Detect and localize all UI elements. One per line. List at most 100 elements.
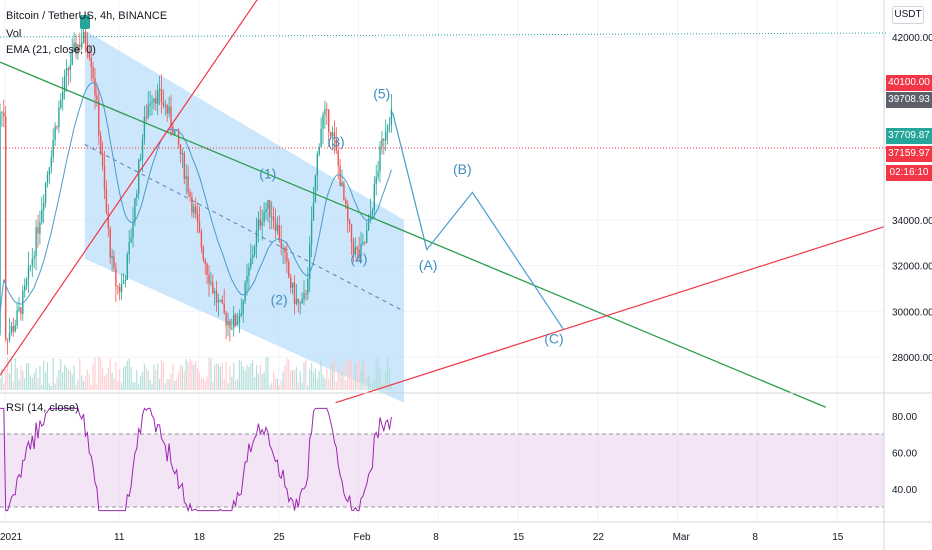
candle-body — [176, 130, 178, 132]
volume-bar — [187, 362, 189, 390]
currency-button[interactable]: USDT — [892, 6, 924, 24]
candle-body — [320, 128, 322, 147]
volume-bar — [102, 368, 104, 390]
candle-body — [14, 325, 16, 332]
volume-bar — [210, 358, 212, 390]
candle-body — [16, 310, 18, 326]
flag-marker[interactable] — [80, 15, 90, 29]
volume-bar — [79, 358, 81, 390]
candle-body — [18, 307, 20, 311]
price-badge-ref: 37159.97 — [886, 146, 932, 162]
candle-body — [5, 116, 7, 340]
volume-bar — [159, 379, 161, 390]
candle-body — [134, 197, 136, 223]
red-trendline-steep[interactable] — [0, 0, 279, 376]
volume-bar — [312, 372, 315, 390]
volume-bar — [7, 356, 9, 390]
ema-legend[interactable]: EMA (21, close, 0) — [6, 44, 96, 56]
volume-bar — [168, 378, 170, 390]
volume-bar — [276, 378, 278, 390]
time-tick-label: 15 — [513, 532, 525, 543]
candle-body — [214, 291, 216, 294]
volume-bar — [189, 358, 191, 390]
candle-body — [333, 132, 336, 140]
candle-body — [122, 280, 125, 285]
volume-bar — [229, 365, 231, 390]
volume-bar — [170, 374, 172, 390]
candle-body — [155, 98, 157, 104]
volume-bar — [267, 356, 269, 390]
candle-body — [234, 314, 237, 326]
volume-bar — [373, 379, 375, 390]
candle-body — [217, 300, 220, 303]
volume-bar — [387, 358, 389, 390]
volume-bar — [157, 363, 159, 390]
volume-bar — [307, 385, 309, 390]
volume-bar — [20, 365, 22, 390]
candle-body — [385, 131, 387, 141]
candle-body — [307, 279, 309, 295]
rsi-legend[interactable]: RSI (14, close) — [6, 402, 79, 414]
wave-label: (4) — [350, 250, 367, 266]
candle-body — [183, 153, 185, 179]
volume-legend[interactable]: Vol — [6, 28, 22, 40]
candle-body — [92, 67, 94, 79]
candle-body — [138, 159, 140, 194]
time-tick-label: 2021 — [0, 532, 23, 543]
volume-bar — [227, 383, 229, 390]
volume-bar — [290, 370, 292, 390]
candle-body — [341, 182, 343, 187]
volume-bar — [54, 383, 56, 390]
time-tick-label: 18 — [194, 532, 206, 543]
candle-body — [288, 261, 290, 277]
candle-body — [115, 268, 117, 287]
red-trendline-support[interactable] — [335, 226, 885, 404]
candle-body — [350, 224, 353, 242]
candle-body — [100, 135, 102, 153]
candle-body — [109, 228, 111, 258]
time-axis[interactable]: 2021 11 18 25 Feb 8 15 22 Mar 8 15 — [0, 532, 844, 543]
volume-bar — [67, 369, 69, 390]
candle-body — [390, 108, 393, 125]
volume-bar — [375, 361, 377, 390]
volume-bar — [324, 378, 326, 390]
candle-body — [215, 291, 218, 303]
candles — [0, 22, 393, 355]
volume-bar — [339, 368, 341, 390]
volume-bar — [223, 379, 225, 390]
volume-bar — [119, 368, 121, 390]
candle-body — [63, 76, 66, 92]
volume-bar — [56, 376, 58, 390]
volume-bar — [121, 383, 123, 390]
volume-bar — [231, 376, 233, 390]
volume-bar — [195, 361, 197, 390]
candle-body — [120, 284, 123, 292]
candle-body — [107, 212, 109, 229]
candle-body — [27, 266, 30, 280]
candle-body — [278, 225, 280, 241]
candle-body — [231, 328, 233, 330]
volume-bar — [316, 378, 318, 390]
green-trendline[interactable] — [0, 61, 827, 408]
symbol-title[interactable]: Bitcoin / TetherUS, 4h, BINANCE — [6, 10, 168, 22]
elliott-wave-path[interactable] — [392, 112, 565, 330]
candle-body — [90, 57, 92, 68]
volume-bar — [379, 369, 381, 390]
rsi-axis[interactable]: 80.00 60.00 40.00 — [892, 412, 917, 496]
candle-body — [198, 222, 201, 232]
volume-bar — [41, 384, 43, 390]
volume-bar — [250, 363, 252, 390]
price-axis[interactable]: 42000.00 34000.00 32000.00 30000.00 28000.00 — [892, 33, 932, 364]
volume-bar — [358, 358, 360, 390]
candle-body — [348, 220, 351, 225]
volume-bar — [18, 379, 20, 390]
volume-bar — [143, 363, 145, 390]
volume-bar — [149, 379, 151, 390]
candle-body — [79, 44, 81, 48]
volume-bar — [52, 358, 54, 390]
price-tick-label: 28000.00 — [892, 353, 932, 364]
volume-bar — [111, 372, 113, 390]
candle-body — [314, 175, 317, 203]
price-tick-label: 32000.00 — [892, 262, 932, 273]
